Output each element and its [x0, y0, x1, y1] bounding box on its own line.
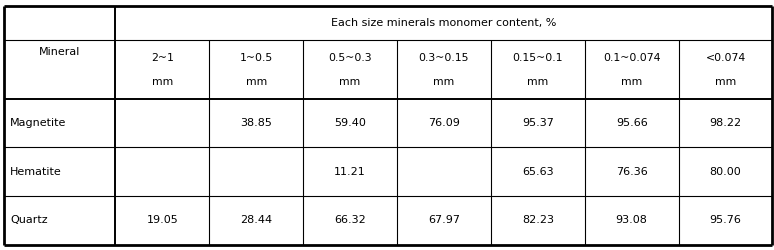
Text: 1~0.5: 1~0.5 [239, 53, 272, 63]
Text: 65.63: 65.63 [522, 166, 553, 176]
Text: <0.074: <0.074 [705, 53, 745, 63]
Text: 67.97: 67.97 [428, 215, 460, 225]
Text: 0.5~0.3: 0.5~0.3 [328, 53, 372, 63]
Text: Magnetite: Magnetite [10, 118, 67, 128]
Text: Mineral: Mineral [39, 47, 80, 57]
Text: 11.21: 11.21 [334, 166, 366, 176]
Text: 0.1~0.074: 0.1~0.074 [603, 53, 660, 63]
Text: 66.32: 66.32 [334, 215, 366, 225]
Text: mm: mm [715, 77, 736, 87]
Text: mm: mm [152, 77, 173, 87]
Text: 59.40: 59.40 [334, 118, 366, 128]
Text: mm: mm [621, 77, 642, 87]
Text: 76.36: 76.36 [616, 166, 648, 176]
Text: 93.08: 93.08 [615, 215, 648, 225]
Text: Hematite: Hematite [10, 166, 62, 176]
Text: Each size minerals monomer content, %: Each size minerals monomer content, % [331, 18, 557, 28]
Text: 95.66: 95.66 [616, 118, 648, 128]
Text: Quartz: Quartz [10, 215, 48, 225]
Text: 19.05: 19.05 [146, 215, 178, 225]
Text: mm: mm [339, 77, 361, 87]
Text: 0.3~0.15: 0.3~0.15 [419, 53, 469, 63]
Text: 95.76: 95.76 [710, 215, 741, 225]
Text: 28.44: 28.44 [240, 215, 272, 225]
Text: mm: mm [245, 77, 267, 87]
Text: 76.09: 76.09 [428, 118, 460, 128]
Text: 2~1: 2~1 [151, 53, 173, 63]
Text: 95.37: 95.37 [522, 118, 553, 128]
Text: mm: mm [433, 77, 454, 87]
Text: 80.00: 80.00 [710, 166, 741, 176]
Text: 82.23: 82.23 [522, 215, 553, 225]
Text: 0.15~0.1: 0.15~0.1 [512, 53, 563, 63]
Text: mm: mm [527, 77, 549, 87]
Text: 98.22: 98.22 [710, 118, 741, 128]
Text: 38.85: 38.85 [240, 118, 272, 128]
